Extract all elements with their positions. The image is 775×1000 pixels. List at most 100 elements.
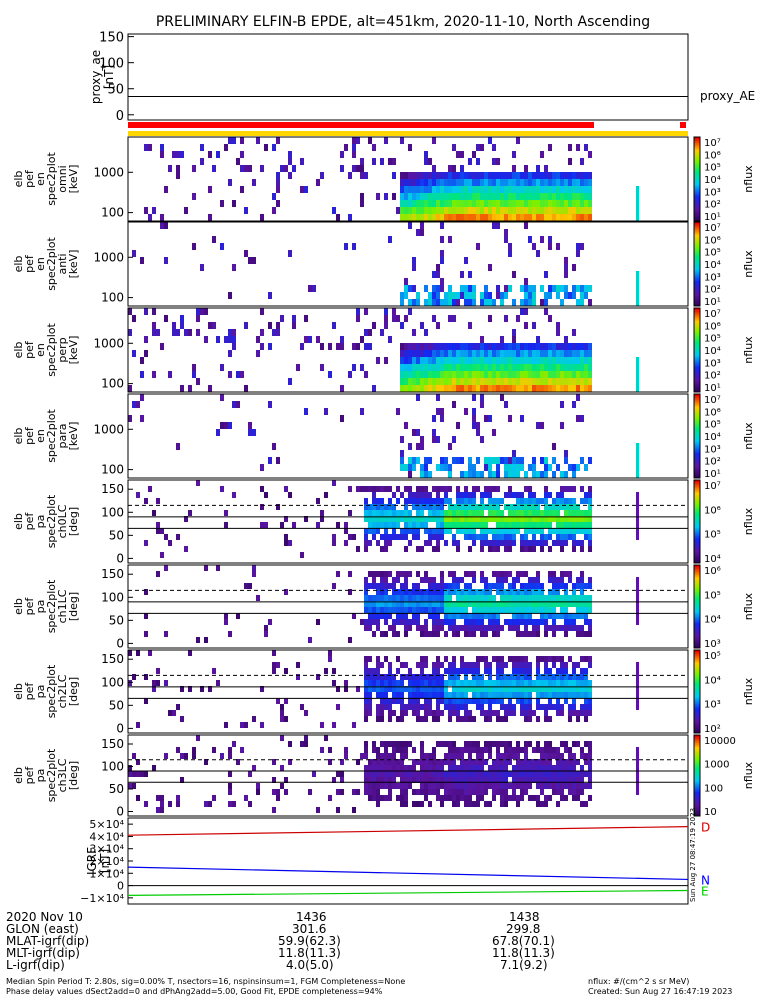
- spectrogram-cell: [544, 343, 548, 350]
- spectrogram-cell: [584, 607, 588, 613]
- spectrogram-cell: [544, 607, 548, 613]
- spectrogram-cell: [364, 172, 368, 179]
- spectrogram-cell: [532, 357, 536, 364]
- spectrogram-cell: [516, 492, 520, 498]
- spectrogram-cell: [436, 271, 440, 278]
- spectrogram-cell: [516, 522, 520, 528]
- spectrogram-cell: [336, 807, 340, 813]
- spectrogram-cell: [380, 329, 384, 336]
- spectrogram-cell: [448, 464, 452, 471]
- spectrogram-cell: [400, 777, 404, 783]
- spectrogram-cell: [544, 540, 548, 546]
- colorbar-segment: [694, 318, 700, 322]
- spectrogram-cell: [404, 662, 408, 668]
- spectrogram-cell: [336, 571, 340, 577]
- spectrogram-cell: [324, 735, 328, 741]
- spectrogram-cell: [560, 759, 564, 765]
- spectrogram-cell: [524, 214, 528, 221]
- spectrogram-cell: [416, 759, 420, 765]
- spectrogram-cell: [484, 692, 488, 698]
- spectrogram-cell: [420, 759, 424, 765]
- spectrogram-cell: [364, 546, 368, 552]
- spectrogram-cell: [428, 350, 432, 357]
- colorbar-segment: [694, 623, 700, 626]
- spectrogram-cell: [512, 692, 516, 698]
- spectrogram-cell: [580, 193, 584, 200]
- spectrogram-cell: [468, 492, 472, 498]
- spectrogram-cell: [476, 243, 480, 250]
- spectrogram-cell: [524, 534, 528, 540]
- spectrogram-cell: [636, 607, 639, 613]
- colorbar-segment: [694, 581, 700, 585]
- colorbar-tick: 10⁵: [704, 248, 721, 259]
- spectrogram-cell: [412, 704, 416, 710]
- spectrogram-cell: [276, 200, 280, 207]
- colorbar-tick: 10³: [704, 639, 721, 650]
- spectrogram-cell: [588, 186, 592, 193]
- spectrogram-cell: [468, 589, 472, 595]
- spectrogram-cell: [436, 741, 440, 747]
- spectrogram-cell: [312, 771, 316, 777]
- spectrogram-cell: [388, 522, 392, 528]
- spectrogram-cell: [564, 619, 568, 625]
- spectrogram-cell: [496, 457, 500, 464]
- spectrogram-cell: [468, 292, 472, 299]
- spectrogram-cell: [552, 443, 556, 450]
- spectrogram-cell: [532, 540, 536, 546]
- spectrogram-cell: [456, 486, 460, 492]
- spectrogram-cell: [384, 308, 388, 315]
- spectrogram-cell: [540, 589, 544, 595]
- spectrogram-cell: [160, 807, 164, 813]
- spectrogram-cell: [636, 668, 639, 674]
- spectrogram-cell: [480, 528, 484, 534]
- spectrogram-cell: [524, 771, 528, 777]
- spectrogram-cell: [384, 619, 388, 625]
- spectrogram-cell: [552, 607, 556, 613]
- spectrogram-cell: [476, 364, 480, 371]
- spectrogram-cell: [392, 158, 396, 165]
- spectrogram-cell: [516, 510, 520, 516]
- spectrogram-cell: [636, 299, 639, 306]
- spectrogram-cell: [504, 504, 508, 510]
- spectrogram-cell: [564, 698, 568, 704]
- colorbar-segment: [694, 222, 700, 225]
- spectrogram-cell: [400, 783, 404, 789]
- spectrogram-cell: [420, 716, 424, 722]
- spectrogram-cell: [548, 777, 552, 783]
- spectrogram-cell: [492, 789, 496, 795]
- spectrogram-cell: [532, 243, 536, 250]
- colorbar-segment: [694, 137, 700, 140]
- spectrogram-cell: [520, 607, 524, 613]
- spectrogram-cell: [448, 704, 452, 710]
- spectrogram-cell: [560, 364, 564, 371]
- spectrogram-cell: [276, 504, 280, 510]
- spectrogram-cell: [276, 179, 280, 186]
- spectrogram-cell: [188, 686, 192, 692]
- spectrogram-cell: [568, 625, 572, 631]
- spectrogram-cell: [564, 264, 568, 271]
- spectrogram-cell: [232, 336, 236, 343]
- spectrogram-cell: [392, 516, 396, 522]
- spectrogram-cell: [472, 299, 476, 306]
- colorbar-segment: [694, 249, 700, 252]
- spectrogram-cell: [504, 207, 508, 214]
- colorbar-segment: [694, 183, 700, 186]
- spectrogram-cell: [536, 771, 540, 777]
- spectrogram-cell: [544, 741, 548, 747]
- spectrogram-cell: [448, 771, 452, 777]
- spectrogram-cell: [268, 401, 272, 408]
- spectrogram-cell: [428, 801, 432, 807]
- spectrogram-cell: [176, 795, 180, 801]
- spectrogram-cell: [408, 522, 412, 528]
- spectrogram-cell: [440, 583, 444, 589]
- spectrogram-cell: [480, 546, 484, 552]
- spectrogram-cell: [184, 753, 188, 759]
- spectrogram-cell: [588, 486, 592, 492]
- spectrogram-cell: [544, 704, 548, 710]
- spectrogram-cell: [420, 801, 424, 807]
- spectrogram-cell: [536, 589, 540, 595]
- spectrogram-cell: [580, 674, 584, 680]
- spectrogram-cell: [448, 680, 452, 686]
- spectrogram-cell: [488, 364, 492, 371]
- spectrogram-cell: [532, 471, 536, 478]
